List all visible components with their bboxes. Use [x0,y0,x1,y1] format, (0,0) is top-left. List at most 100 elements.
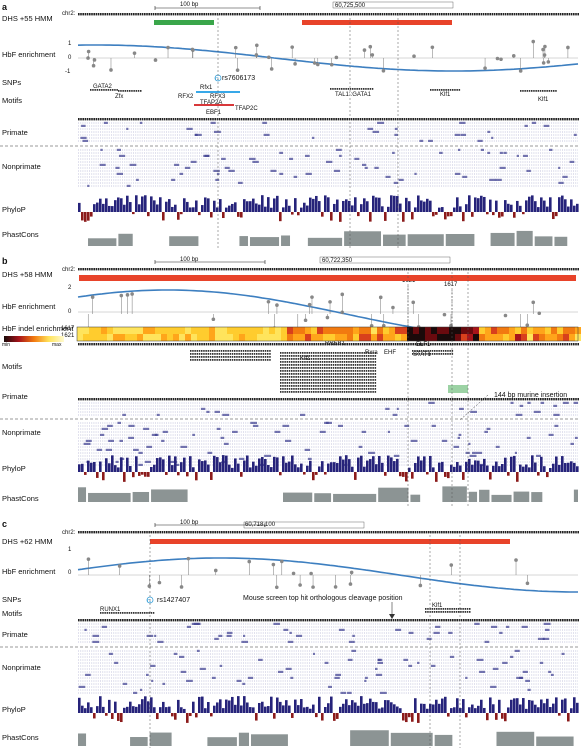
motif-block [337,361,339,363]
sequence [236,268,238,271]
heatmap-cell [161,334,167,341]
phylop-bar [96,202,99,212]
motif-block [464,611,467,613]
phylop-bar [240,212,243,218]
sequence [357,343,359,346]
sequence [399,343,401,346]
hbf-lollipop-point [190,47,195,52]
alignment-row-base [347,691,352,694]
sequence [460,531,463,534]
sequence [405,13,408,16]
hbf-lollipop-point [86,56,90,60]
alignment-row-base [361,430,367,433]
sequence [498,13,500,16]
sequence [500,13,502,16]
motif-block [524,90,526,92]
sequence [452,398,454,401]
sequence [317,343,320,346]
sequence [498,268,500,271]
phylop-bar [189,713,192,717]
motif-block [139,612,142,614]
motif-block [317,355,319,357]
sequence [227,268,230,271]
motif-block [433,611,436,613]
sequence [155,118,157,121]
sequence [150,13,153,16]
sequence [500,619,502,622]
alignment-row-base [289,631,292,634]
motif-block [337,358,339,360]
sequence [89,343,91,346]
motif-block [361,388,363,390]
motif-block [324,352,326,354]
phylop-bar [105,198,108,212]
phylop-bar [414,698,417,713]
motif-block [286,367,289,369]
sequence [223,118,225,121]
phylop-bar [462,699,465,713]
phylop-bar [189,456,192,472]
sequence [212,13,214,16]
sequence [214,118,216,121]
sequence [447,343,450,346]
sequence [379,13,381,16]
motif-block [315,382,317,384]
sequence [370,619,373,622]
alignment-row-base [249,157,256,160]
motif-block [370,358,372,360]
sequence [210,343,212,346]
sequence [269,531,271,534]
phylop-bar [177,699,180,713]
sequence [247,118,249,121]
sequence [269,268,271,271]
sequence [540,268,542,271]
sequence [177,343,179,346]
phylop-bar [567,206,570,212]
motif-block [412,350,414,352]
alignment-row-base [139,121,143,124]
sequence [454,118,456,121]
sequence [170,268,172,271]
motif-block [304,385,306,387]
sequence [364,531,366,534]
sequence [467,13,469,16]
sequence [410,118,412,121]
heatmap-cell [425,334,431,341]
heatmap-cell [83,334,89,341]
sequence [205,118,208,121]
sequence [135,619,137,622]
sequence [166,398,168,401]
sequence [515,343,518,346]
sequence [372,531,375,534]
motif-block [363,382,366,384]
sequence [161,531,164,534]
phylop-bar [300,699,303,713]
sequence [163,619,166,622]
sequence [84,343,87,346]
sequence [271,619,274,622]
motif-block [361,370,363,372]
sequence [460,398,463,401]
sequence [436,118,439,121]
alignment-row-base [224,166,230,169]
motif-block [357,376,359,378]
sequence [518,118,520,121]
motif-block [369,88,372,90]
hbf-lollipop-point [546,60,551,64]
motif-block [315,367,317,369]
alignment-row-base [232,430,238,433]
sequence [377,13,379,16]
phylop-bar [231,203,234,212]
motif-block [528,90,531,92]
sequence [515,619,518,622]
sequence [309,343,311,346]
motif-block [442,353,445,355]
phylop-bar [330,212,333,221]
phylop-bar [456,462,459,472]
phylop-bar [420,460,423,472]
heatmap-cell [221,327,227,334]
sequence [298,343,300,346]
sequence [467,531,469,534]
motif-block [194,353,196,355]
sequence [355,619,357,622]
